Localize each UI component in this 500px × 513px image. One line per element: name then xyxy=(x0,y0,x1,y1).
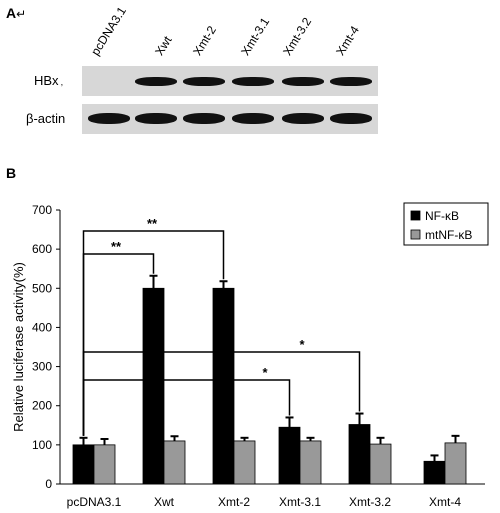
bar xyxy=(142,287,165,485)
bar xyxy=(369,443,392,485)
significance-label: ** xyxy=(111,239,122,254)
bar xyxy=(444,442,467,485)
panel-a-letter: A xyxy=(6,5,17,21)
bar xyxy=(348,424,371,485)
legend-label: mtNF-κB xyxy=(425,228,472,242)
return-mark: ↵ xyxy=(16,7,27,21)
legend-swatch xyxy=(410,229,421,240)
panel-b-label: B xyxy=(6,165,17,181)
blot-band xyxy=(135,113,177,124)
x-tick-label: Xmt-3.1 xyxy=(279,495,321,509)
blot-band xyxy=(183,77,225,86)
bar xyxy=(163,440,186,485)
blot-band xyxy=(282,77,324,86)
bar xyxy=(212,287,235,485)
blot-row-name: HBx xyxy=(34,73,59,88)
x-tick-label: Xmt-3.2 xyxy=(349,495,391,509)
blot-band xyxy=(232,77,274,86)
significance-bracket xyxy=(82,351,361,436)
blot-row-name: β-actin xyxy=(26,111,66,126)
y-tick-label: 400 xyxy=(32,320,52,334)
blot-band xyxy=(330,77,372,86)
blot-band xyxy=(330,113,372,124)
blot-row-mark: , xyxy=(60,77,64,87)
blot-band xyxy=(135,77,177,86)
x-tick-label: pcDNA3.1 xyxy=(67,495,122,509)
bar xyxy=(93,444,116,485)
y-tick-label: 100 xyxy=(32,438,52,452)
significance-bracket xyxy=(82,379,291,436)
x-tick-label: Xwt xyxy=(154,495,175,509)
y-tick-label: 0 xyxy=(45,477,52,491)
blot-strip xyxy=(82,66,378,96)
legend-swatch xyxy=(410,210,421,221)
y-axis-label: Relative luciferase activity(%) xyxy=(11,262,26,432)
legend-label: NF-κB xyxy=(425,209,459,223)
y-tick-label: 700 xyxy=(32,203,52,217)
bar xyxy=(423,460,446,485)
bar xyxy=(278,426,301,485)
blot-band xyxy=(88,113,130,124)
y-tick-label: 300 xyxy=(32,360,52,374)
significance-bracket xyxy=(82,230,225,436)
x-tick-label: Xmt-2 xyxy=(218,495,250,509)
blot-row-label: β-actin xyxy=(26,111,65,126)
significance-label: * xyxy=(262,365,268,380)
blot-row-label: HBx, xyxy=(34,73,63,88)
panel-a-label: A↵ xyxy=(6,5,26,21)
blot-band xyxy=(183,113,225,124)
bar xyxy=(299,440,322,485)
bar xyxy=(233,440,256,485)
blot-band xyxy=(232,113,274,124)
bar xyxy=(72,444,95,485)
y-tick-label: 200 xyxy=(32,399,52,413)
blot-strip xyxy=(82,104,378,134)
y-tick-label: 600 xyxy=(32,242,52,256)
significance-label: ** xyxy=(147,216,158,231)
significance-label: * xyxy=(299,337,305,352)
y-tick-label: 500 xyxy=(32,281,52,295)
x-tick-label: Xmt-4 xyxy=(429,495,461,509)
blot-band xyxy=(282,113,324,124)
